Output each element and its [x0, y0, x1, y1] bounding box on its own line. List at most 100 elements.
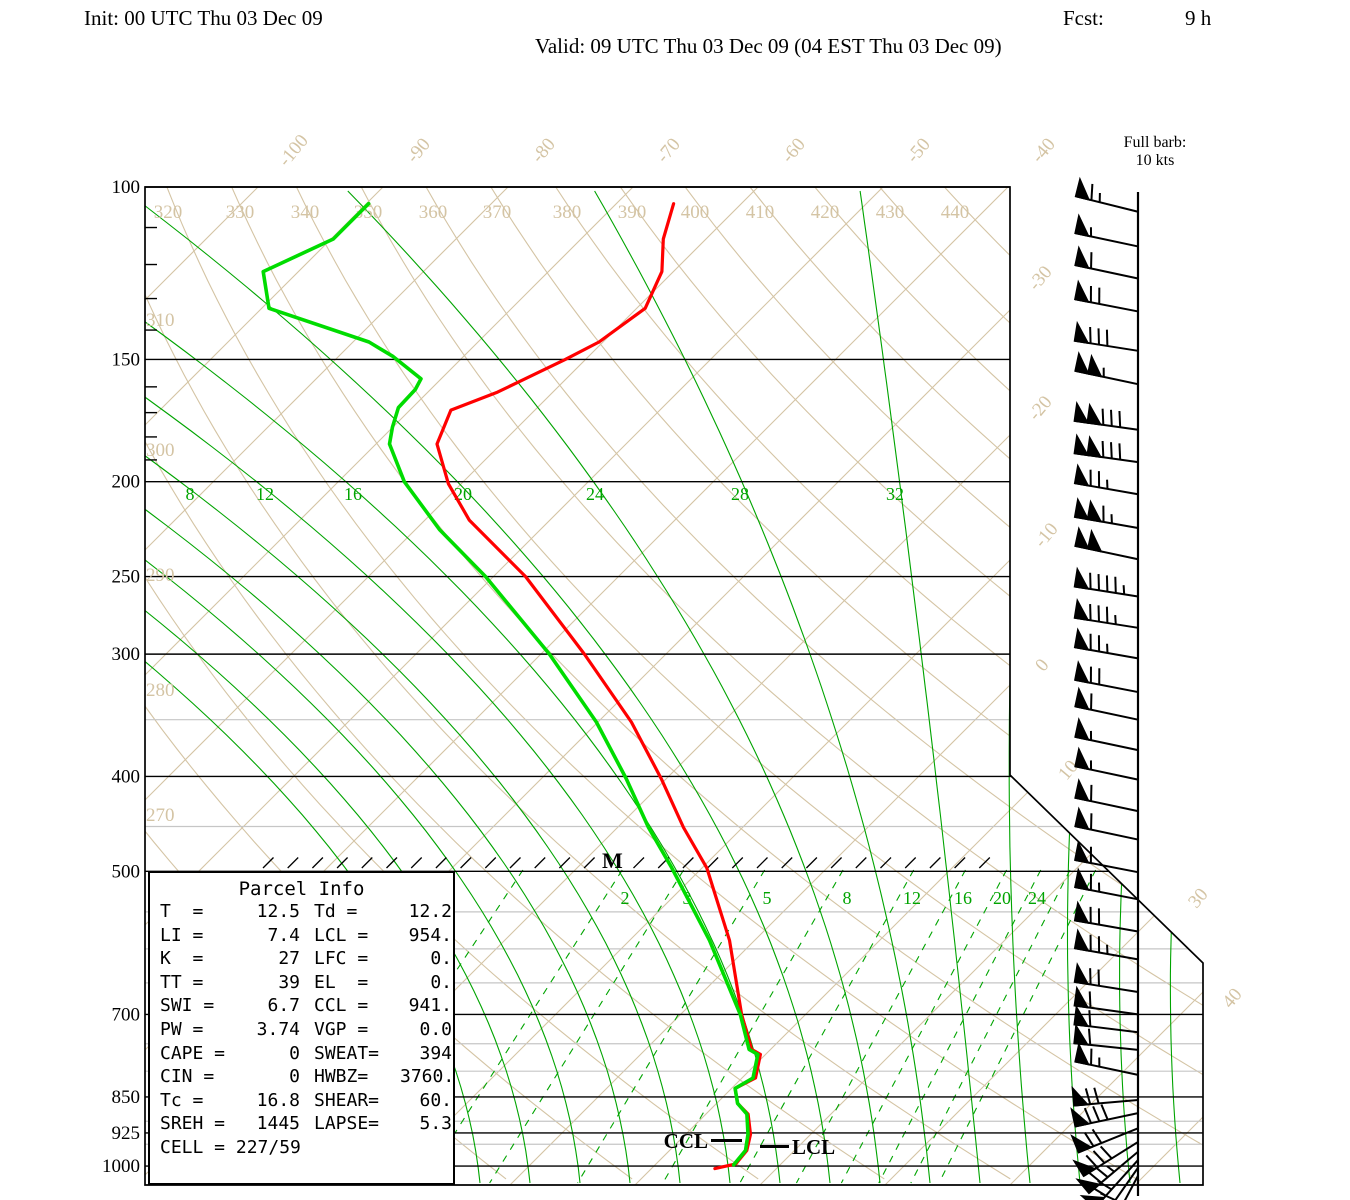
- parcel-value: 5.3: [419, 1113, 452, 1135]
- parcel-value: 3.74: [256, 1018, 300, 1040]
- wind-barb: [1071, 1085, 1139, 1107]
- parcel-label: SWI =: [160, 995, 215, 1017]
- parcel-label: Tc =: [160, 1089, 204, 1111]
- parcel-value: 16.8: [256, 1089, 300, 1111]
- parcel-value: 12.5: [256, 901, 300, 922]
- wind-barb: [1074, 176, 1139, 213]
- parcel-label: VGP =: [314, 1018, 369, 1040]
- isotherm-label: 30: [1184, 884, 1212, 912]
- parcel-label: [300, 924, 314, 948]
- wind-barb: [1074, 526, 1139, 561]
- parcel-value: 3760.: [400, 1066, 455, 1088]
- moist-adiabat-label: 24: [586, 484, 604, 504]
- parcel-label: LFC =: [314, 948, 369, 970]
- dewpoint-trace: [261, 201, 760, 1167]
- moist-adiabat-label: 12: [256, 484, 274, 504]
- dry-adiabat-label: 280: [146, 680, 175, 701]
- dry-adiabat-label: 360: [419, 202, 448, 223]
- isotherm-label: -100: [274, 131, 312, 171]
- parcel-label: [300, 971, 314, 995]
- wind-barb: [1073, 928, 1139, 961]
- dry-adiabat-label: 440: [941, 202, 970, 223]
- wind-barb: [1074, 867, 1139, 901]
- parcel-value: 0: [289, 1066, 300, 1088]
- dry-adiabat-label: 430: [876, 202, 905, 223]
- wind-barb: [1073, 962, 1139, 993]
- parcel-value: 954.: [408, 924, 452, 946]
- wind-barb: [1070, 1127, 1139, 1154]
- isotherm-label: -20: [1024, 392, 1056, 425]
- pressure-label: 1000: [102, 1156, 140, 1177]
- parcel-label: [300, 900, 314, 924]
- dry-adiabat-label: 290: [146, 565, 175, 586]
- parcel-label: [300, 1065, 314, 1089]
- parcel-label: CAPE =: [160, 1042, 226, 1064]
- wind-barb: [1073, 433, 1139, 464]
- parcel-label: [300, 1112, 314, 1136]
- parcel-value: 394: [419, 1042, 452, 1064]
- parcel-label: SHEAR=: [314, 1089, 380, 1111]
- isotherm-label: -80: [527, 134, 559, 167]
- parcel-value: 7.4: [267, 924, 300, 946]
- wind-barb: [1073, 627, 1139, 660]
- wind-barb: [1073, 1023, 1139, 1051]
- parcel-value: 0.: [430, 948, 452, 970]
- parcel-info-row: SREH = 1445 LAPSE= 5.3: [150, 1112, 453, 1136]
- isotherm-label: 0: [1031, 655, 1053, 676]
- dry-adiabat-label: 420: [811, 202, 840, 223]
- parcel-label: PW =: [160, 1018, 204, 1040]
- dry-adiabat-label: 410: [746, 202, 775, 223]
- isotherm-label: -90: [402, 134, 434, 167]
- isotherm-label: 40: [1218, 984, 1246, 1012]
- parcel-value: 1445: [256, 1113, 300, 1135]
- parcel-info-panel: Parcel Info T = 12.5 Td = 12.2 LI = 7.4 LCL = 9…: [148, 871, 455, 1185]
- mixing-ratio-label: 5: [763, 888, 772, 908]
- dry-adiabat-labels: 320 330 340 350 360 370 380 390 400 410 420 430 440 3…: [146, 202, 969, 826]
- parcel-info-row: Tc = 16.8 SHEAR= 60.: [150, 1089, 453, 1113]
- parcel-label: LAPSE=: [314, 1113, 380, 1135]
- parcel-label: [300, 947, 314, 971]
- mixing-ratio-label: 20: [993, 888, 1011, 908]
- wind-barb: [1073, 463, 1139, 496]
- parcel-info-row: CIN = 0 HWBZ= 3760.: [150, 1065, 455, 1089]
- moist-adiabat-label: 8: [186, 484, 195, 504]
- moist-adiabat-label: 28: [731, 484, 749, 504]
- wind-barb-legend: Full barb: 10 kts: [1095, 134, 1215, 170]
- plot-border: [144, 186, 1204, 1186]
- parcel-value: 941.: [408, 995, 452, 1017]
- ccl-marker-label: CCL: [663, 1129, 708, 1153]
- parcel-label: EL =: [314, 971, 369, 993]
- wind-barb: [1074, 279, 1139, 313]
- wind-barb: [1074, 746, 1139, 781]
- parcel-value: 39: [278, 971, 300, 993]
- wind-barb: [1073, 320, 1139, 352]
- wind-barb: [1074, 840, 1139, 874]
- init-time-label: Init: 00 UTC Thu 03 Dec 09: [84, 6, 323, 30]
- parcel-value: 6.7: [267, 995, 300, 1017]
- ccl-pointer-line: [711, 1139, 742, 1142]
- dry-adiabat-label: 310: [146, 310, 175, 331]
- parcel-info-row: LI = 7.4 LCL = 954.: [150, 924, 453, 948]
- parcel-label: LCL =: [314, 924, 369, 946]
- parcel-info-rows: T = 12.5 Td = 12.2 LI = 7.4 LCL = 954. K = 27 LFC …: [150, 900, 455, 1160]
- moist-adiabat-label: 16: [344, 484, 362, 504]
- pressure-label: 150: [112, 349, 141, 370]
- wind-barb: [1074, 717, 1139, 752]
- parcel-value: 27: [278, 948, 300, 970]
- wind-barb-column: [1070, 176, 1140, 1200]
- parcel-value: 0.0: [419, 1018, 452, 1040]
- wind-barb: [1073, 900, 1139, 933]
- parcel-label: [300, 994, 314, 1018]
- dry-adiabat-label: 390: [618, 202, 647, 223]
- forecast-hour-value: 9 h: [1185, 6, 1212, 30]
- wind-barb: [1070, 1104, 1139, 1128]
- wind-barb: [1074, 778, 1139, 813]
- dry-adiabat-label: 270: [146, 805, 175, 826]
- pressure-label: 250: [112, 567, 141, 588]
- 500mb-hatch-ticks: [262, 857, 991, 869]
- moist-adiabat-label: 32: [886, 484, 904, 504]
- mixing-ratio-label: 12: [903, 888, 921, 908]
- wind-barb: [1073, 400, 1139, 431]
- parcel-info-title: Parcel Info: [238, 878, 365, 900]
- moist-adiabat-mixing-labels: 8 12 16 20 24 28 322 3 5 8 12 16 20 24: [186, 484, 1047, 908]
